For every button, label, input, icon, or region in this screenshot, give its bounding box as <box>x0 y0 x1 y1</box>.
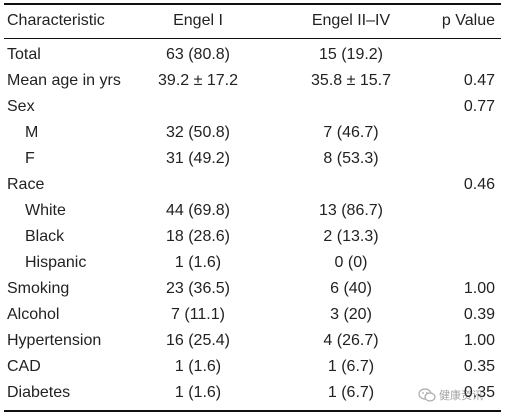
table-row: Race 0.46 <box>4 172 501 198</box>
cell-p-value: 0.35 <box>463 384 495 401</box>
cell-p-value <box>405 250 495 276</box>
row-label: White <box>25 202 66 219</box>
cell-engel-i: 23 (36.5) <box>165 280 231 297</box>
header-engel-i: Engel I <box>173 12 223 29</box>
wechat-icon <box>418 388 436 402</box>
row-label: Alcohol <box>7 306 60 323</box>
cell-p-value <box>405 42 495 68</box>
row-label: Smoking <box>7 280 70 297</box>
row-label: Total <box>7 46 41 63</box>
cell-engel-i <box>115 172 281 198</box>
row-label: Mean age in yrs <box>7 72 121 89</box>
cell-engel-i: 39.2 ± 17.2 <box>158 72 238 89</box>
cell-engel-i: 16 (25.4) <box>165 332 231 349</box>
table-header-row: Characteristic Engel I Engel II–IV p Val… <box>4 8 501 34</box>
table-row: Hypertension 16 (25.4) 4 (26.7) 1.00 <box>4 328 501 354</box>
header-engel-ii-iv: Engel II–IV <box>311 12 391 29</box>
row-label: Sex <box>7 98 35 115</box>
table-row: Alcohol 7 (11.1) 3 (20) 0.39 <box>4 302 501 328</box>
cell-engel-i: 18 (28.6) <box>165 228 231 245</box>
table-row: White 44 (69.8) 13 (86.7) <box>4 198 501 224</box>
cell-engel-ii-iv: 35.8 ± 15.7 <box>311 72 391 89</box>
cell-p-value <box>405 224 495 250</box>
cell-engel-ii-iv: 15 (19.2) <box>318 46 384 63</box>
cell-engel-ii-iv: 4 (26.7) <box>323 332 379 349</box>
cell-engel-ii-iv: 1 (6.7) <box>327 384 375 401</box>
cell-engel-ii-iv: 7 (46.7) <box>323 124 379 141</box>
cell-p-value: 0.77 <box>463 98 495 115</box>
row-label: CAD <box>7 358 41 375</box>
cell-engel-ii-iv: 3 (20) <box>330 306 372 323</box>
cell-p-value: 1.00 <box>463 280 495 297</box>
cell-engel-i: 1 (1.6) <box>174 358 222 375</box>
cell-engel-i: 7 (11.1) <box>171 306 225 323</box>
cell-p-value: 0.46 <box>463 176 495 193</box>
cell-p-value: 0.39 <box>463 306 495 323</box>
cell-engel-ii-iv: 8 (53.3) <box>323 150 379 167</box>
cell-p-value: 0.47 <box>463 72 495 89</box>
table-row: Hispanic 1 (1.6) 0 (0) <box>4 250 501 276</box>
cell-engel-i: 32 (50.8) <box>165 124 231 141</box>
table-row: Total 63 (80.8) 15 (19.2) <box>4 42 501 68</box>
cell-engel-i: 44 (69.8) <box>165 202 231 219</box>
cell-engel-i: 1 (1.6) <box>174 384 222 401</box>
row-label: Race <box>7 176 45 193</box>
cell-engel-i <box>115 94 281 120</box>
table-row: Sex 0.77 <box>4 94 501 120</box>
cell-engel-ii-iv: 13 (86.7) <box>318 202 384 219</box>
table-row: Smoking 23 (36.5) 6 (40) 1.00 <box>4 276 501 302</box>
cell-p-value: 0.35 <box>463 358 495 375</box>
table-row: Mean age in yrs 39.2 ± 17.2 35.8 ± 15.7 … <box>4 68 501 94</box>
row-label: Hypertension <box>7 332 102 349</box>
row-label: F <box>25 150 35 167</box>
row-label: Diabetes <box>7 384 71 401</box>
cell-engel-i: 31 (49.2) <box>165 150 231 167</box>
cell-p-value <box>405 198 495 224</box>
cell-engel-ii-iv: 2 (13.3) <box>323 228 379 245</box>
cell-p-value: 1.00 <box>463 332 495 349</box>
table-row: Diabetes 1 (1.6) 1 (6.7) 0.35 <box>4 380 501 406</box>
row-label: M <box>25 124 39 141</box>
cell-engel-i: 1 (1.6) <box>174 254 222 271</box>
table-row: M 32 (50.8) 7 (46.7) <box>4 120 501 146</box>
table-top-rule <box>4 3 501 5</box>
table-row: CAD 1 (1.6) 1 (6.7) 0.35 <box>4 354 501 380</box>
cell-engel-ii-iv: 0 (0) <box>334 254 368 271</box>
table-row: Black 18 (28.6) 2 (13.3) <box>4 224 501 250</box>
row-label: Black <box>25 228 65 245</box>
table-header-rule <box>4 38 501 39</box>
watermark-text: 健康资讯 <box>439 389 483 402</box>
cell-p-value <box>405 120 495 146</box>
header-p-value: p Value <box>441 12 495 29</box>
cell-engel-ii-iv: 6 (40) <box>330 280 372 297</box>
table-bottom-rule <box>4 410 501 412</box>
cell-engel-i: 63 (80.8) <box>165 46 231 63</box>
cell-p-value <box>405 146 495 172</box>
watermark: 健康资讯 <box>418 386 483 404</box>
header-characteristic: Characteristic <box>7 12 105 29</box>
row-label: Hispanic <box>25 254 87 271</box>
cell-engel-ii-iv: 1 (6.7) <box>327 358 375 375</box>
table-row: F 31 (49.2) 8 (53.3) <box>4 146 501 172</box>
